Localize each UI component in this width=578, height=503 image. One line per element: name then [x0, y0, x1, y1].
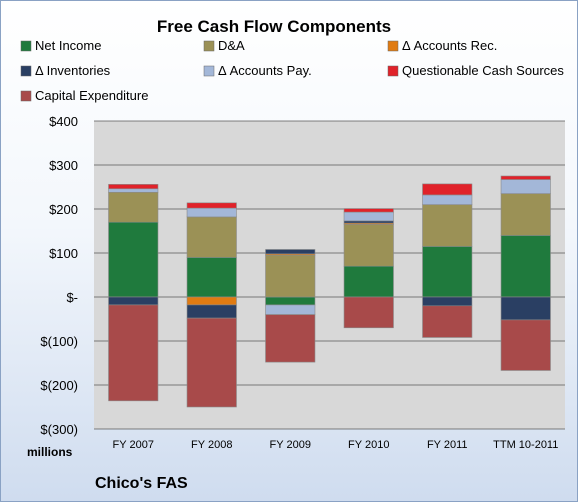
x-axis: FY 2007 FY 2008 FY 2009 FY 2010 FY 2011 TTM 1…	[113, 439, 559, 451]
bar-segment-capital-expenditure	[500, 319, 551, 371]
y-tick-label: $300	[49, 158, 78, 173]
bar-segment-accounts-pay	[343, 211, 394, 222]
x-tick-label: FY 2007	[113, 439, 154, 451]
legend: Net Income D&A Δ Accounts Rec. Δ Inventorie…	[20, 38, 564, 103]
legend-label-d-a: D&A	[218, 38, 245, 53]
x-tick-label: FY 2011	[427, 439, 468, 451]
y-tick-label: $(200)	[40, 378, 78, 393]
bar-segment-accounts-rec	[186, 296, 237, 306]
bar-segment-d-a	[108, 191, 159, 223]
x-tick-label: TTM 10-2011	[493, 439, 558, 451]
bar-segment-accounts-pay	[108, 188, 159, 193]
bar-segment-questionable-cash-sources	[343, 208, 394, 213]
bar-segment-inventories	[500, 296, 551, 321]
bar-segment-net-income	[343, 265, 394, 298]
bar-segment-capital-expenditure	[186, 317, 237, 408]
bar-segment-accounts-pay	[186, 207, 237, 218]
bar-segment-capital-expenditure	[108, 304, 159, 402]
x-tick-label: FY 2010	[348, 439, 389, 451]
y-tick-label: $400	[49, 114, 78, 129]
bar-segment-d-a	[186, 216, 237, 258]
legend-label-net-income: Net Income	[35, 38, 101, 53]
bar-segment-net-income	[500, 235, 551, 298]
bar-segment-inventories	[186, 304, 237, 319]
plot-area	[94, 121, 565, 429]
y-gridlines	[94, 120, 565, 430]
units-label: millions	[27, 445, 73, 459]
bar-segment-d-a	[422, 204, 473, 247]
bar-segment-capital-expenditure	[422, 305, 473, 338]
y-tick-label: $-	[66, 290, 78, 305]
bar-segment-inventories	[108, 296, 159, 306]
legend-label-capital-expenditure: Capital Expenditure	[35, 88, 148, 103]
legend-swatch-accounts-pay	[203, 65, 215, 77]
bar-segment-d-a	[265, 254, 316, 298]
bar-segment-d-a	[343, 224, 394, 267]
y-axis: $400 $300 $200 $100 $- $(100) $(200) $(300)	[40, 114, 78, 437]
legend-swatch-net-income	[20, 40, 32, 52]
bar-segment-questionable-cash-sources	[186, 202, 237, 209]
bar-segment-questionable-cash-sources	[500, 175, 551, 180]
bar-segment-inventories	[265, 249, 316, 255]
legend-swatch-capital-expenditure	[20, 90, 32, 102]
y-tick-label: $200	[49, 202, 78, 217]
bar-segment-d-a	[500, 193, 551, 236]
bar-segment-capital-expenditure	[265, 314, 316, 363]
bar-segment-net-income	[186, 257, 237, 298]
legend-swatch-accounts-rec	[387, 40, 399, 52]
bar-segment-inventories	[422, 296, 473, 307]
bar-segment-accounts-pay	[422, 194, 473, 205]
legend-swatch-d-a	[203, 40, 215, 52]
legend-label-accounts-pay: Δ Accounts Pay.	[218, 63, 312, 78]
bar-segment-questionable-cash-sources	[422, 183, 473, 196]
x-tick-label: FY 2009	[270, 439, 311, 451]
bar-segment-net-income	[265, 296, 316, 306]
y-tick-label: $(300)	[40, 422, 78, 437]
legend-swatch-questionable-cash-sources	[387, 65, 399, 77]
bars	[108, 175, 551, 408]
bar-segment-capital-expenditure	[343, 296, 394, 329]
bar-segment-questionable-cash-sources	[108, 184, 159, 190]
company-name: Chico's FAS	[95, 475, 188, 492]
legend-label-questionable-cash-sources: Questionable Cash Sources	[402, 63, 564, 78]
chart-title: Free Cash Flow Components	[157, 17, 391, 36]
bar-segment-inventories	[343, 220, 394, 224]
legend-label-accounts-rec: Δ Accounts Rec.	[402, 38, 497, 53]
bar-segment-net-income	[108, 221, 159, 298]
y-tick-label: $100	[49, 246, 78, 261]
bar-segment-accounts-pay	[500, 179, 551, 194]
x-tick-label: FY 2008	[191, 439, 232, 451]
legend-label-inventories: Δ Inventories	[35, 63, 111, 78]
bar-segment-net-income	[422, 246, 473, 298]
y-tick-label: $(100)	[40, 334, 78, 349]
legend-swatch-inventories	[20, 65, 32, 77]
bar-segment-accounts-pay	[265, 304, 316, 315]
